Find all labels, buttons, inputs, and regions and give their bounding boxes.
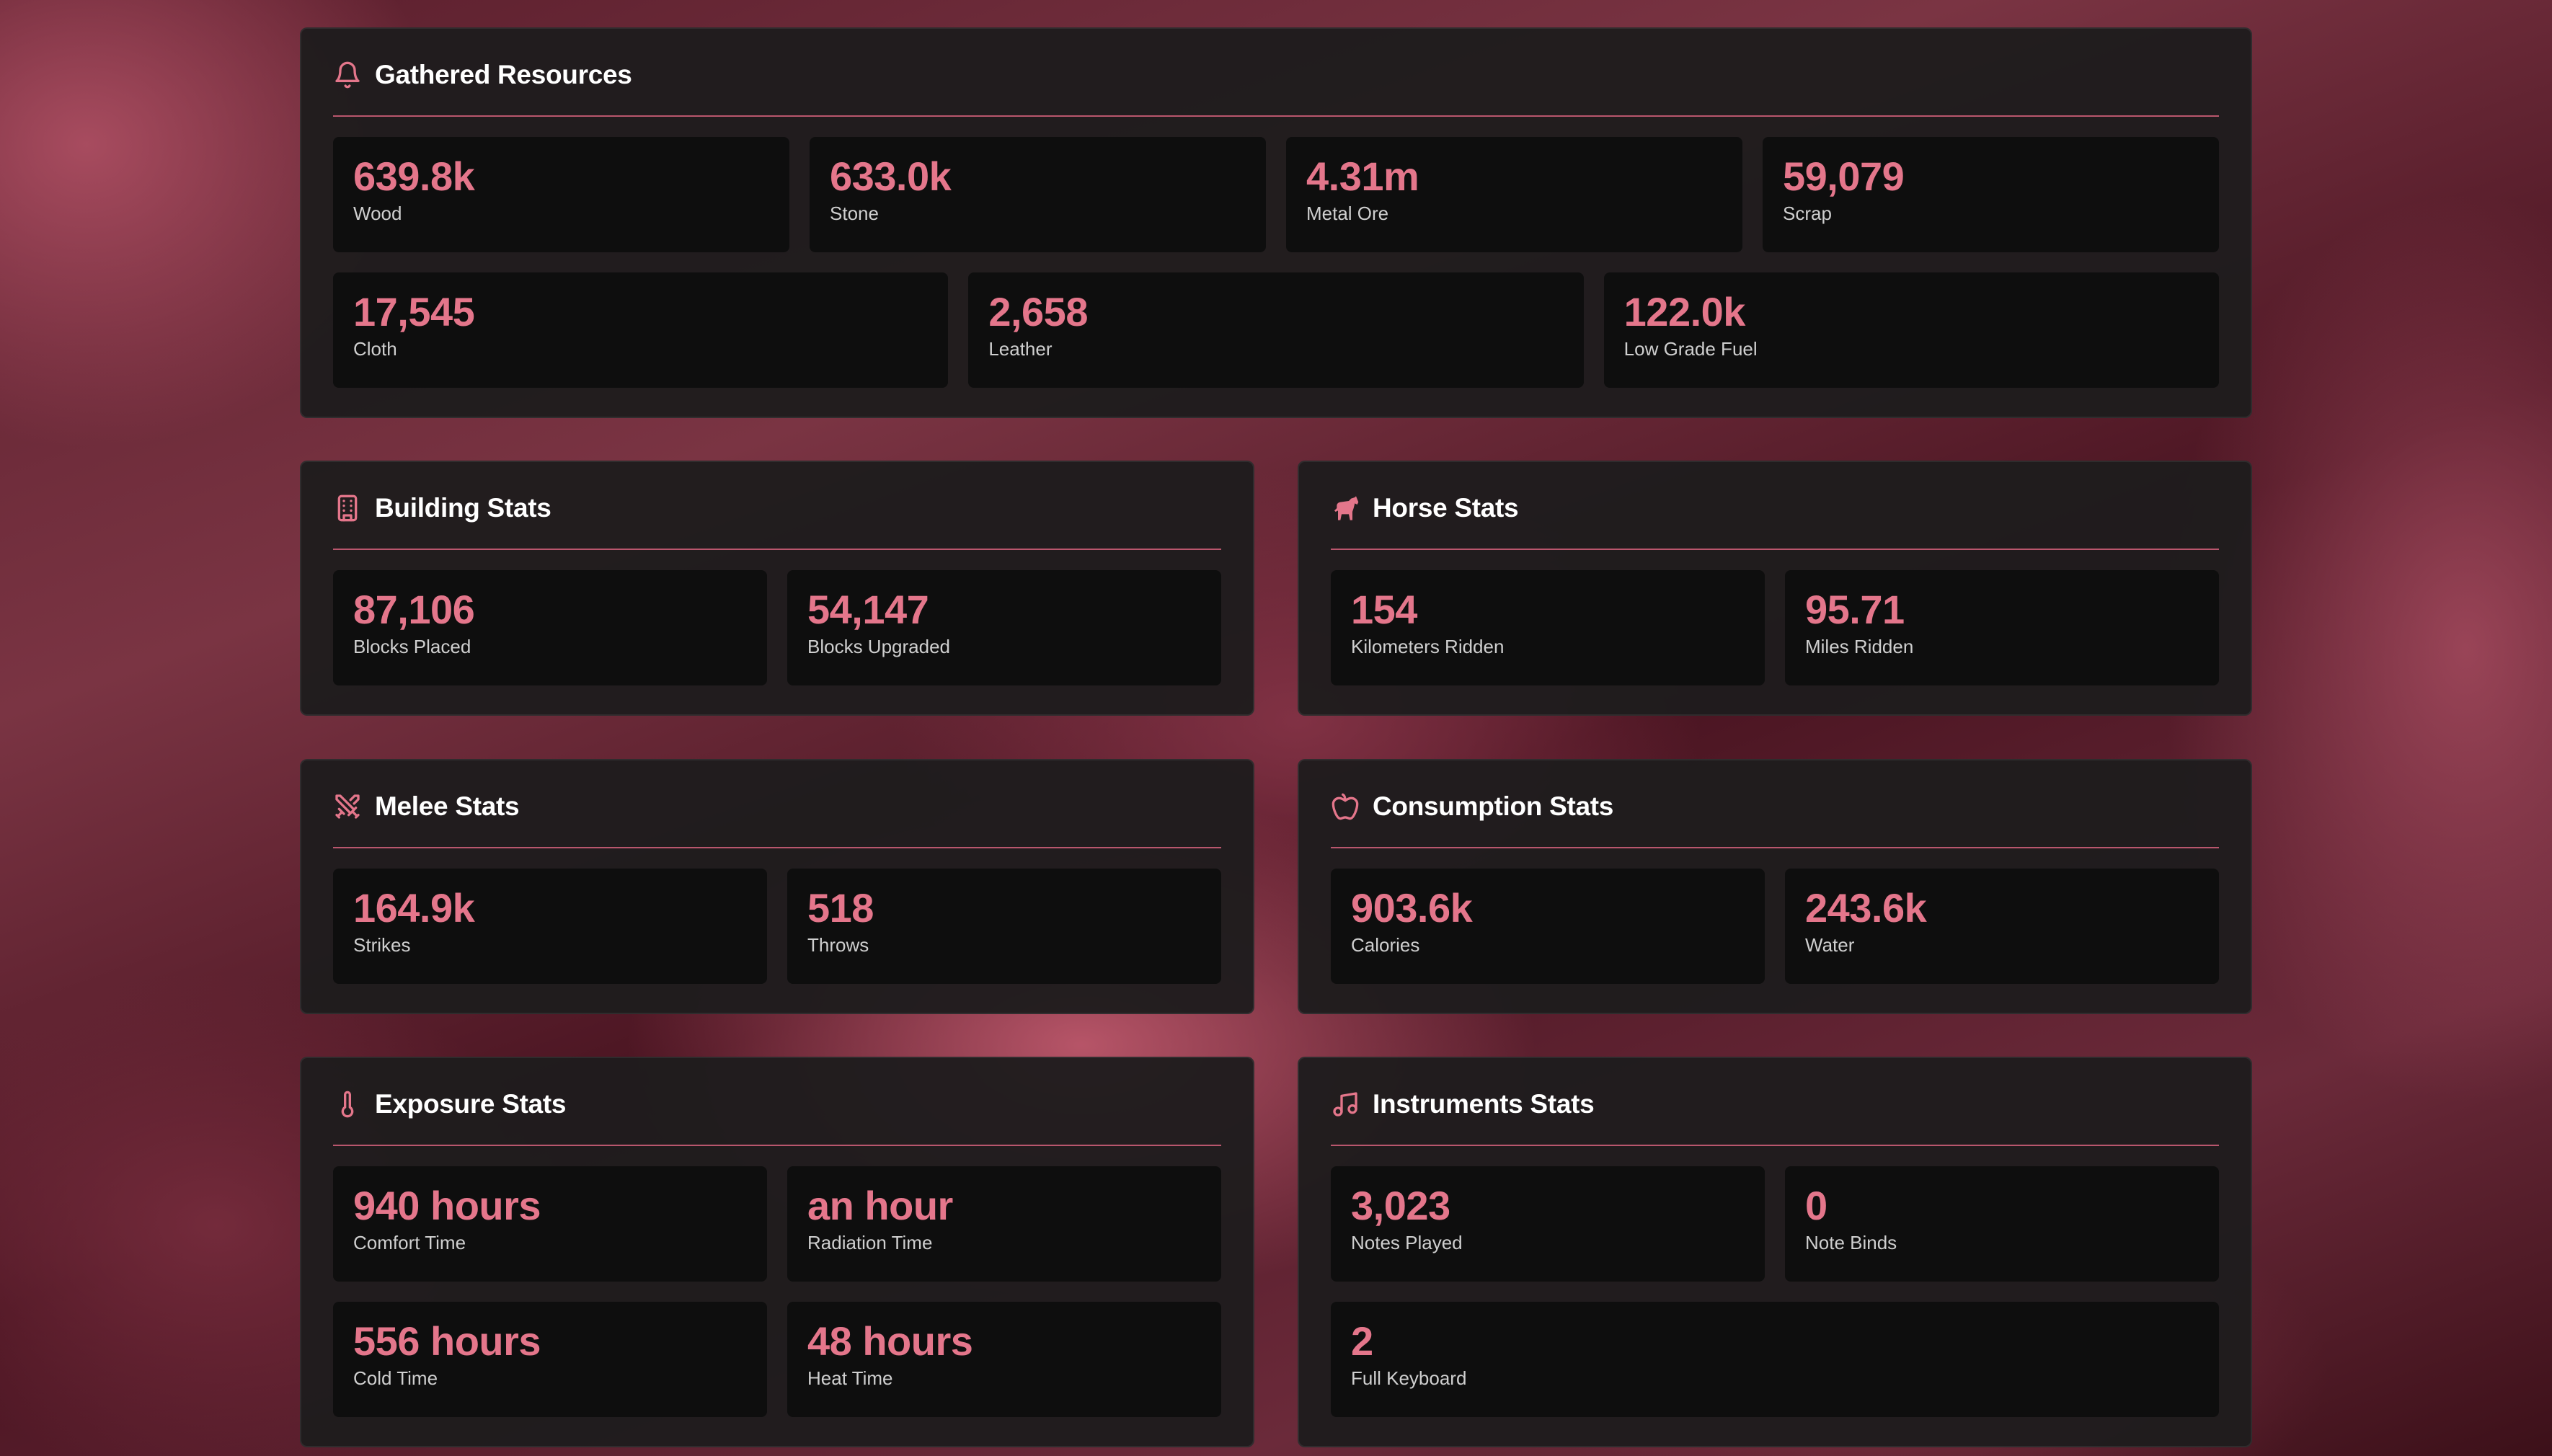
card-title: Consumption Stats <box>1373 791 1614 821</box>
card-title: Melee Stats <box>375 791 520 821</box>
stat-calories: 903.6k Calories <box>1331 869 1765 984</box>
stat-comfort-time: 940 hours Comfort Time <box>333 1166 767 1282</box>
melee-stats-header: Melee Stats <box>333 760 1221 848</box>
stat-throws: 518 Throws <box>787 869 1221 984</box>
stat-value: 95.71 <box>1805 587 1905 632</box>
stat-value: 17,545 <box>353 289 475 334</box>
stat-label: Scrap <box>1783 202 1832 224</box>
stat-cold-time: 556 hours Cold Time <box>333 1302 767 1417</box>
stat-label: Cloth <box>353 337 397 360</box>
stat-label: Calories <box>1351 933 1420 956</box>
stat-label: Full Keyboard <box>1351 1367 1467 1389</box>
stat-label: Leather <box>988 337 1053 360</box>
stat-value: 639.8k <box>353 154 475 199</box>
stat-full-keyboard: 2 Full Keyboard <box>1331 1302 2219 1417</box>
stat-low-grade-fuel: 122.0k Low Grade Fuel <box>1603 272 2219 388</box>
melee-stats-card: Melee Stats 164.9k Strikes 518 Throws <box>300 759 1254 1014</box>
consumption-stats-header: Consumption Stats <box>1331 760 2219 848</box>
stat-label: Notes Played <box>1351 1231 1463 1253</box>
stat-value: 556 hours <box>353 1318 541 1364</box>
stat-water: 243.6k Water <box>1785 869 2219 984</box>
music-note-icon <box>1331 1090 1360 1119</box>
stat-label: Wood <box>353 202 402 224</box>
stat-blocks-upgraded: 54,147 Blocks Upgraded <box>787 570 1221 685</box>
stat-value: 154 <box>1351 587 1417 632</box>
stat-label: Strikes <box>353 933 411 956</box>
building-icon <box>333 494 362 523</box>
stat-label: Kilometers Ridden <box>1351 635 1505 657</box>
horse-stats-header: Horse Stats <box>1331 462 2219 550</box>
stat-value: 122.0k <box>1623 289 1746 334</box>
stat-miles-ridden: 95.71 Miles Ridden <box>1785 570 2219 685</box>
building-stats-header: Building Stats <box>333 462 1221 550</box>
stat-note-binds: 0 Note Binds <box>1785 1166 2219 1282</box>
gathered-resources-header: Gathered Resources <box>333 29 2219 117</box>
stat-strikes: 164.9k Strikes <box>333 869 767 984</box>
crossed-swords-icon <box>333 792 362 821</box>
stat-label: Heat Time <box>807 1367 893 1389</box>
stat-radiation-time: an hour Radiation Time <box>787 1166 1221 1282</box>
card-title: Building Stats <box>375 493 551 523</box>
stat-label: Cold Time <box>353 1367 438 1389</box>
stat-value: 2 <box>1351 1318 1373 1364</box>
instruments-stats-header: Instruments Stats <box>1331 1058 2219 1146</box>
card-title: Instruments Stats <box>1373 1089 1595 1119</box>
stat-value: an hour <box>807 1183 953 1228</box>
stat-label: Blocks Upgraded <box>807 635 950 657</box>
horse-icon <box>1331 494 1360 523</box>
thermometer-icon <box>333 1090 362 1119</box>
stat-value: 59,079 <box>1783 154 1905 199</box>
instruments-stats-card: Instruments Stats 3,023 Notes Played 0 Not… <box>1298 1057 2252 1447</box>
stat-value: 2,658 <box>988 289 1088 334</box>
stat-value: 54,147 <box>807 587 929 632</box>
stat-blocks-placed: 87,106 Blocks Placed <box>333 570 767 685</box>
stat-value: 3,023 <box>1351 1183 1450 1228</box>
stat-label: Radiation Time <box>807 1231 933 1253</box>
card-title: Exposure Stats <box>375 1089 567 1119</box>
stat-heat-time: 48 hours Heat Time <box>787 1302 1221 1417</box>
stat-stone: 633.0k Stone <box>810 137 1266 252</box>
stat-leather: 2,658 Leather <box>968 272 1584 388</box>
stat-value: 0 <box>1805 1183 1827 1228</box>
building-stats-card: Building Stats 87,106 Blocks Placed 54,14… <box>300 461 1254 716</box>
apple-icon <box>1331 792 1360 821</box>
stat-label: Low Grade Fuel <box>1623 337 1758 360</box>
stat-label: Blocks Placed <box>353 635 471 657</box>
stat-label: Comfort Time <box>353 1231 466 1253</box>
stat-value: 164.9k <box>353 885 475 931</box>
stat-value: 243.6k <box>1805 885 1927 931</box>
card-title: Gathered Resources <box>375 60 632 89</box>
stat-value: 903.6k <box>1351 885 1473 931</box>
stat-cloth: 17,545 Cloth <box>333 272 949 388</box>
stat-value: 48 hours <box>807 1318 973 1364</box>
stat-value: 4.31m <box>1306 154 1419 199</box>
exposure-stats-card: Exposure Stats 940 hours Comfort Time an … <box>300 1057 1254 1447</box>
stat-metal-ore: 4.31m Metal Ore <box>1286 137 1742 252</box>
horse-stats-card: Horse Stats 154 Kilometers Ridden 95.71 Mi… <box>1298 461 2252 716</box>
stat-value: 518 <box>807 885 874 931</box>
exposure-stats-header: Exposure Stats <box>333 1058 1221 1146</box>
stat-label: Note Binds <box>1805 1231 1897 1253</box>
stat-label: Miles Ridden <box>1805 635 1914 657</box>
card-title: Horse Stats <box>1373 493 1519 523</box>
stat-scrap: 59,079 Scrap <box>1763 137 2219 252</box>
consumption-stats-card: Consumption Stats 903.6k Calories 243.6k W… <box>1298 759 2252 1014</box>
stat-label: Throws <box>807 933 869 956</box>
stat-label: Metal Ore <box>1306 202 1389 224</box>
stat-label: Water <box>1805 933 1855 956</box>
gathered-resources-card: Gathered Resources 639.8k Wood 633.0k Ston… <box>300 27 2252 418</box>
stat-value: 87,106 <box>353 587 475 632</box>
stat-value: 633.0k <box>830 154 952 199</box>
stat-wood: 639.8k Wood <box>333 137 789 252</box>
bell-icon <box>333 61 362 89</box>
stat-kilometers-ridden: 154 Kilometers Ridden <box>1331 570 1765 685</box>
stat-label: Stone <box>830 202 879 224</box>
stat-notes-played: 3,023 Notes Played <box>1331 1166 1765 1282</box>
stat-value: 940 hours <box>353 1183 541 1228</box>
